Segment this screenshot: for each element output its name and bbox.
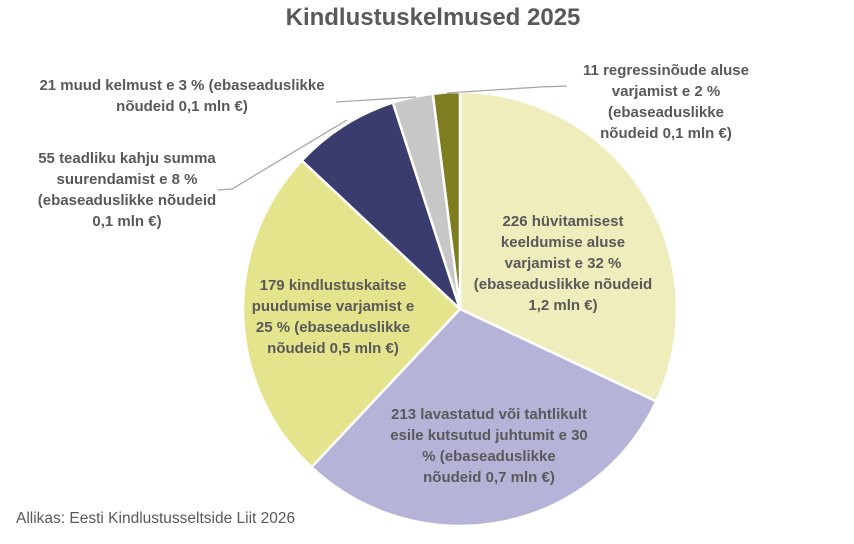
leader-line-teadliku-kahju (217, 119, 348, 191)
source-note: Allikas: Eesti Kindlustusseltside Liit 2… (16, 510, 296, 527)
slice-label-kindlustuskaitse-puudumine: 179 kindlustuskaitse puudumise varjamist… (251, 277, 415, 357)
slice-label-muud-kelmused: 21 muud kelmust e 3 % (ebaseaduslikke nõ… (39, 77, 325, 115)
pie-slice-55 (300, 101, 462, 311)
slice-label-kahju-summa-suurendamine: 55 teadliku kahju summa suurendamist e 8… (37, 150, 217, 230)
leader-line-muud-kelmust (335, 96, 417, 103)
slice-label-regressinoude-varjamine: 11 regressinõude aluse varjamist e 2 % (… (583, 62, 749, 142)
slice-label-lavastatud-juhtumid: 213 lavastatud või tahtlikult esile kuts… (390, 406, 588, 486)
pie-slice-213 (310, 307, 658, 528)
pie-slice-179 (241, 159, 462, 469)
slice-label-huvitamisest-keeldumine: 226 hüvitamisest keeldumise aluse varjam… (473, 213, 653, 314)
pie-slice-226 (458, 90, 679, 403)
leader-line-regressinoude (446, 85, 568, 94)
chart-title: Kindlustuskelmused 2025 (285, 4, 581, 31)
